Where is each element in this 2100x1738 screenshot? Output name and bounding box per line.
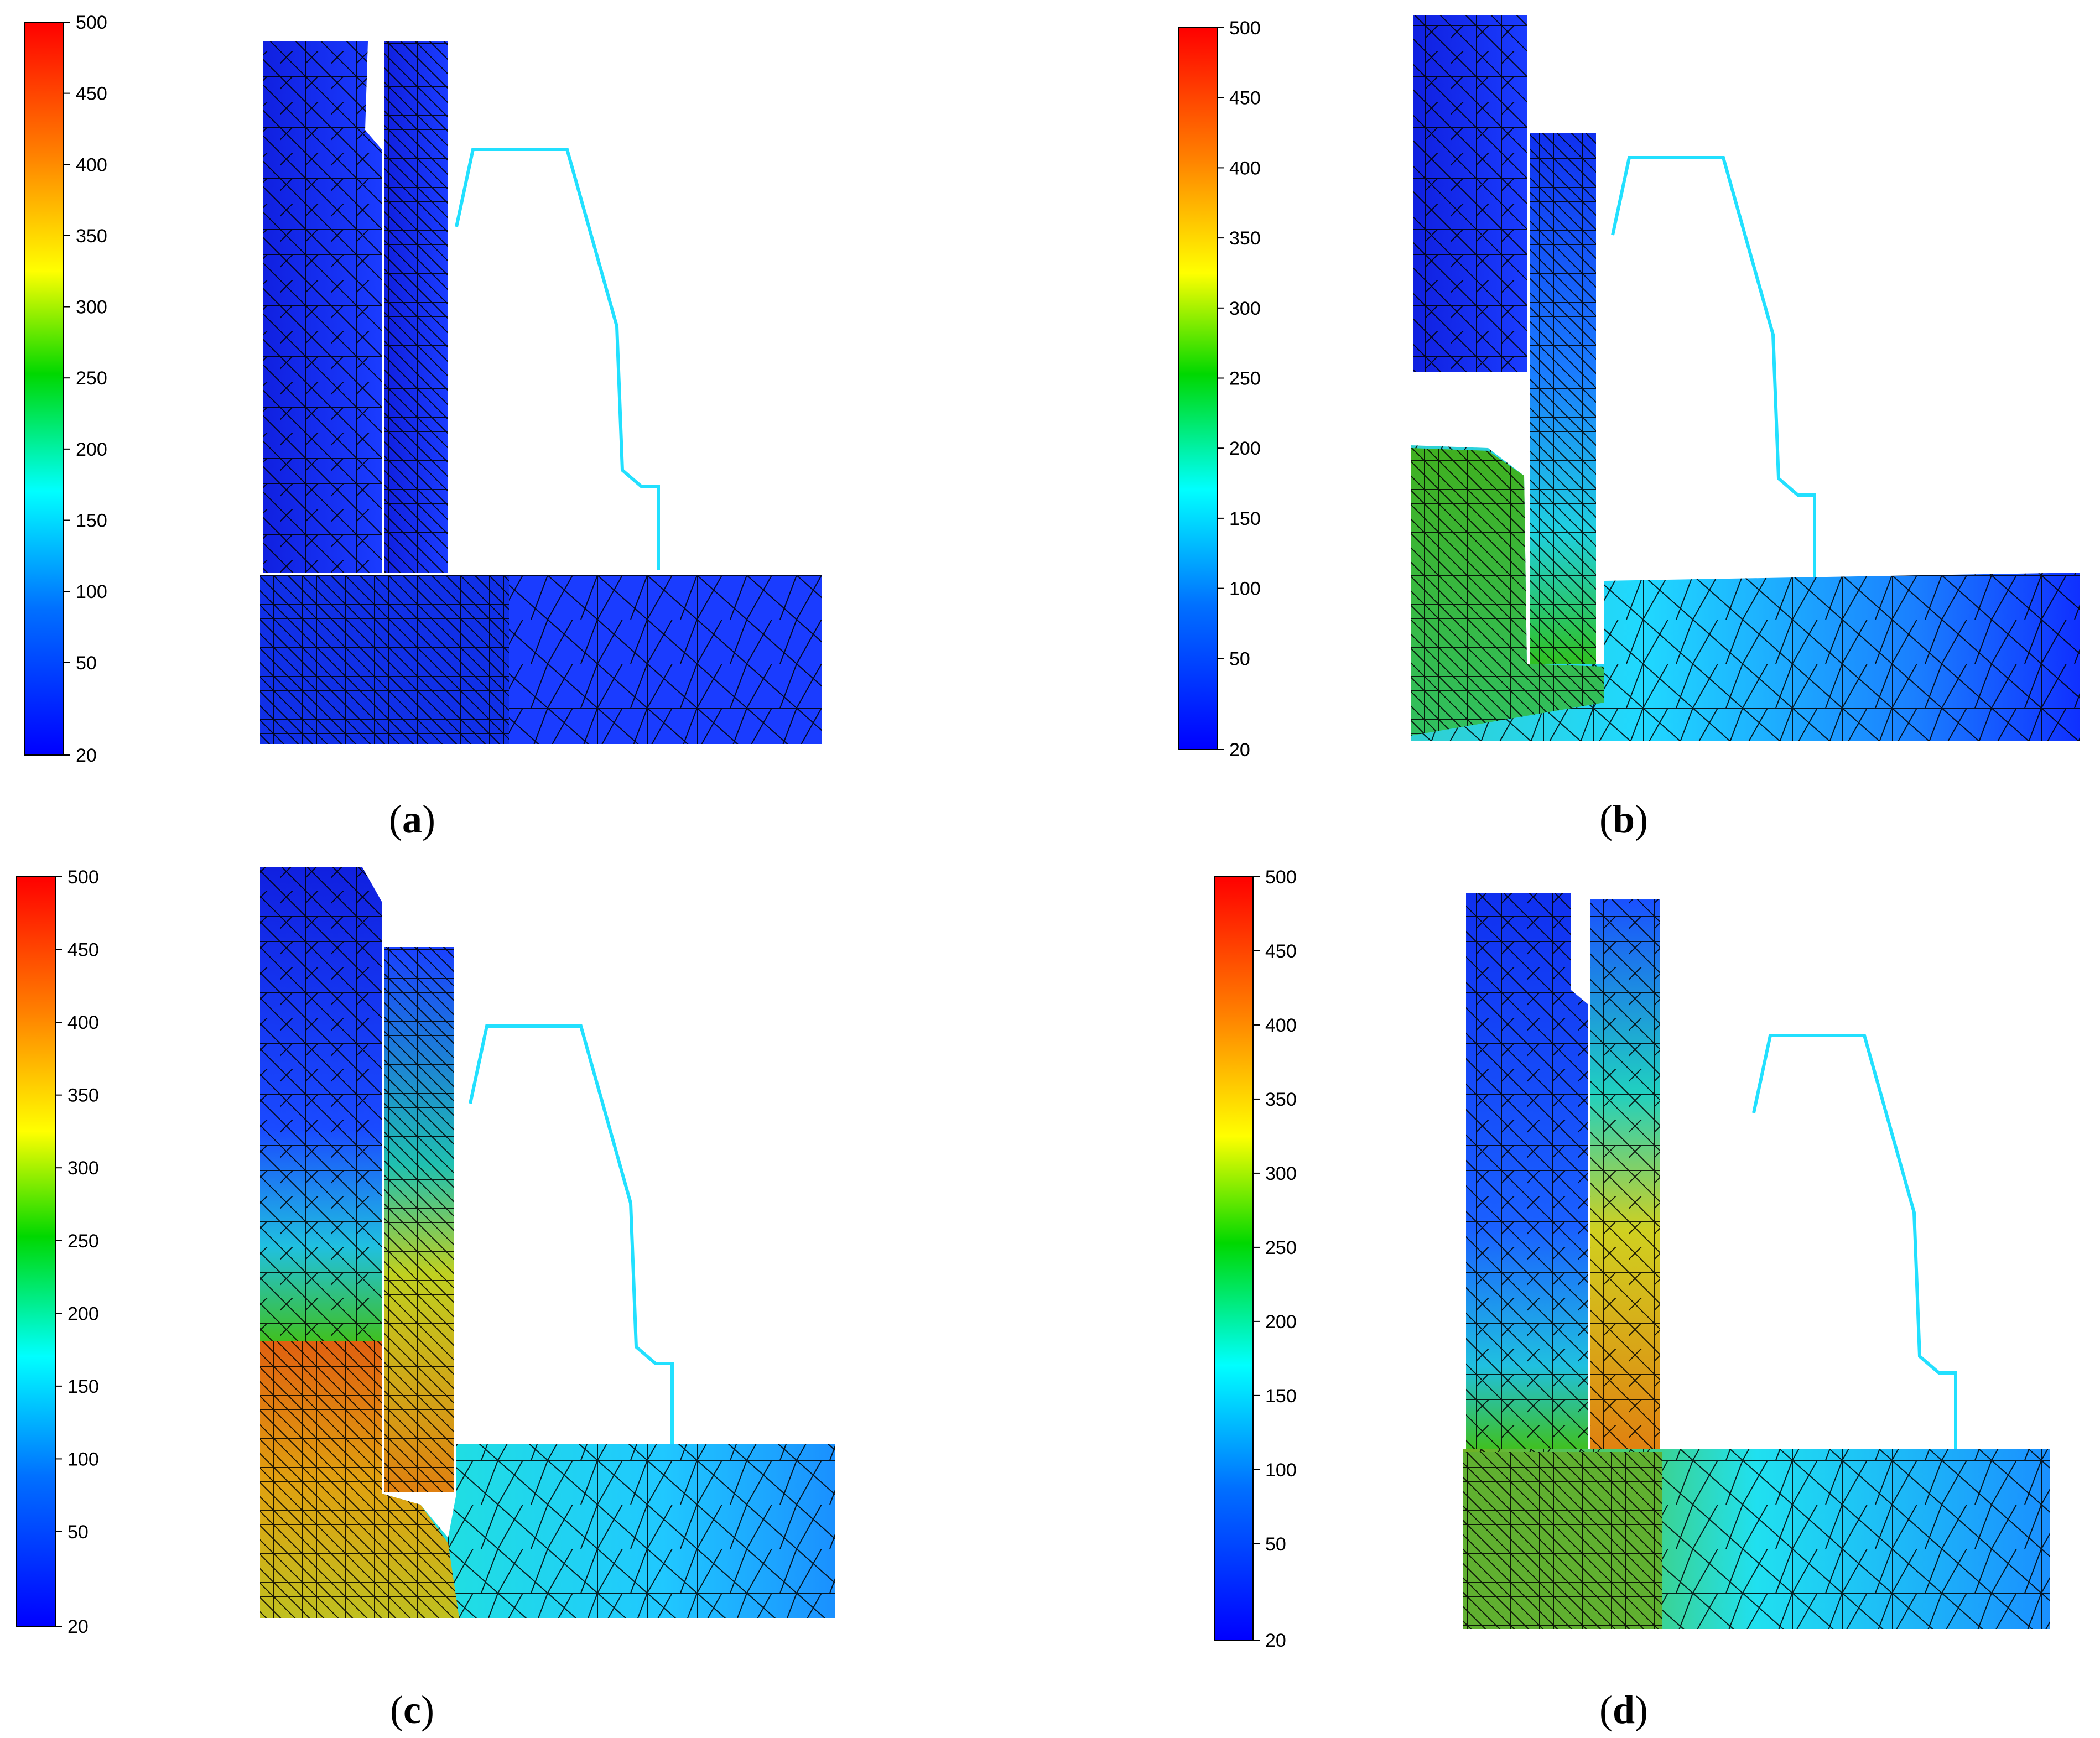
colorbar-tick-label: 100 [76,581,107,602]
tool-outline [1752,1034,1957,1456]
colorbar-a: 500 450 400 350 300 250 200 150 100 50 20 [24,12,107,766]
slug-region-mesh [1411,448,1604,736]
colorbar-tick-label: 500 [67,867,99,888]
panel-caption-d: (d) [1599,1688,1648,1732]
tool-outline [455,148,660,570]
colorbar-tick-label: 400 [1229,158,1261,179]
colorbar-tick-label: 20 [1265,1630,1286,1651]
colorbar-tick-label: 450 [67,940,99,961]
colorbar-tick-label: 400 [1265,1015,1297,1036]
panel-c: 500 450 400 350 300 250 200 150 100 50 20 (c) [16,867,835,1732]
colorbar-tick-label: 150 [1265,1386,1297,1407]
colorbar-tick-label: 400 [67,1012,99,1033]
colorbar-tick-label: 250 [67,1231,99,1252]
sheet-coarse-region-mesh [509,575,822,744]
colorbar-tick-label: 150 [1229,508,1261,529]
tool-outline [1611,156,1816,578]
colorbar-gradient [24,22,64,756]
colorbar-tick-label: 500 [1265,867,1297,888]
panel-a: 500 450 400 350 300 250 200 150 100 50 20 (a) [24,12,822,841]
panel-caption-a: (a) [389,797,435,841]
colorbar-tick-label: 350 [1229,228,1261,249]
colorbar-tick-label: 300 [76,297,107,318]
colorbar-tick-label: 200 [76,439,107,460]
panel-d: 500 450 400 350 300 250 200 150 100 50 20 (d) [1214,867,2050,1732]
colorbar-tick-label: 350 [1265,1089,1297,1110]
colorbar-tick-label: 300 [67,1158,99,1179]
slug-region-mesh [260,1341,459,1618]
colorbar-tick-label: 20 [67,1616,89,1637]
colorbar-tick-label: 450 [1265,941,1297,962]
panel-caption-c: (c) [390,1688,434,1732]
die-region-mesh [1413,15,1527,372]
colorbar-tick-label: 200 [67,1303,99,1324]
colorbar-tick-label: 350 [67,1085,99,1106]
colorbar-gradient [16,876,56,1627]
colorbar-tick-label: 20 [76,745,97,766]
colorbar-tick-label: 300 [1229,298,1261,319]
colorbar-tick-label: 200 [1229,438,1261,459]
colorbar-tick-label: 500 [1229,18,1261,39]
colorbar-tick-label: 200 [1265,1312,1297,1333]
colorbar-tick-label: 50 [76,653,97,674]
colorbar-c: 500 450 400 350 300 250 200 150 100 50 20 [16,867,99,1637]
colorbar-tick-label: 50 [1229,648,1250,669]
punch-region-mesh [1590,899,1660,1452]
colorbar-tick-label: 500 [76,12,107,33]
colorbar-tick-label: 150 [76,510,107,531]
punch-region-mesh [384,41,448,573]
colorbar-tick-label: 350 [76,226,107,247]
colorbar-tick-label: 100 [67,1449,99,1470]
colorbar-tick-label: 150 [67,1376,99,1397]
colorbar-tick-label: 400 [76,154,107,175]
colorbar-b: 500 450 400 350 300 250 200 150 100 50 20 [1178,18,1261,761]
colorbar-tick-label: 250 [76,368,107,389]
colorbar-tick-label: 450 [1229,88,1261,109]
colorbar-d: 500 450 400 350 300 250 200 150 100 50 20 [1214,867,1297,1651]
colorbar-tick-label: 20 [1229,740,1250,761]
sheet-fine-region-mesh [260,575,509,744]
slug-region-mesh [1463,1452,1662,1629]
panel-b: 500 450 400 350 300 250 200 150 100 50 20 (b) [1178,15,2080,841]
colorbar-gradient [1214,876,1254,1641]
colorbar-tick-label: 450 [76,84,107,105]
colorbar-tick-label: 50 [67,1522,89,1543]
panel-caption-b: (b) [1599,797,1648,841]
die-region-mesh [1466,893,1588,1449]
colorbar-tick-label: 250 [1265,1237,1297,1258]
colorbar-tick-label: 100 [1229,579,1261,600]
colorbar-tick-label: 100 [1265,1460,1297,1481]
colorbar-tick-label: 300 [1265,1163,1297,1184]
die-region-mesh [263,41,382,573]
colorbar-tick-label: 50 [1265,1534,1286,1555]
colorbar-gradient [1178,27,1218,750]
tool-outline [469,1024,674,1446]
colorbar-tick-label: 250 [1229,368,1261,389]
punch-region-mesh [384,947,454,1492]
die-region-mesh [260,867,382,1341]
punch-region-mesh [1530,133,1596,664]
